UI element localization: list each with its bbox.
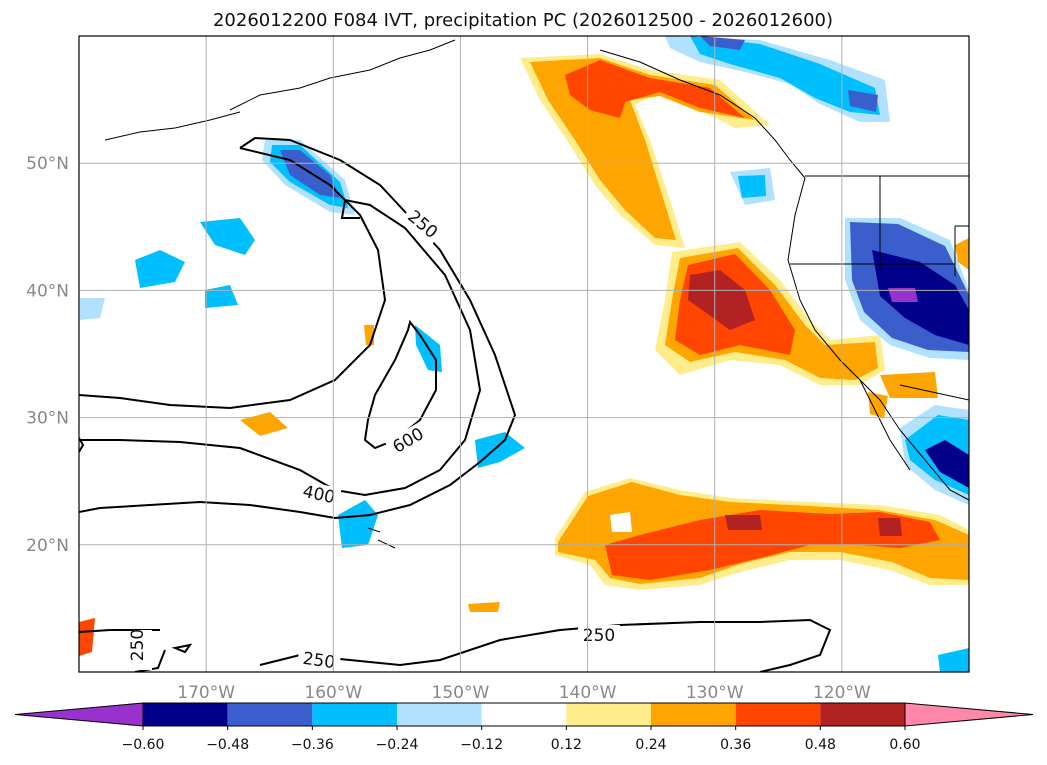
precip-region-small-11 <box>938 648 969 672</box>
ivt-contour-250-south <box>79 618 832 672</box>
contour-label-250: 250 <box>301 649 336 673</box>
precip-region-small-4 <box>80 298 105 320</box>
colorbar-tick-label: −0.60 <box>122 737 165 753</box>
lat-tick-label: 20°N <box>26 536 69 556</box>
coast-hawaii <box>367 527 396 549</box>
colorbar <box>14 702 1034 727</box>
ivt-contour-400 <box>79 147 482 497</box>
colorbar-segment <box>735 703 821 726</box>
colorbar-tick-label: 0.12 <box>551 737 582 753</box>
colorbar-extend-max <box>904 702 1034 727</box>
precip-region-cal-core <box>688 270 755 330</box>
precip-region-basin-core <box>888 288 918 302</box>
ivt-contour-250-main <box>79 136 517 520</box>
precip-region-baja <box>868 372 938 418</box>
lat-tick-label: 30°N <box>26 409 69 429</box>
precip-region-small-10 <box>79 618 95 656</box>
colorbar-tick-label: 0.36 <box>720 737 751 753</box>
lon-tick-label: 170°W <box>177 683 235 703</box>
coast-west <box>787 177 969 501</box>
precip-region-basin-dark <box>872 250 969 345</box>
precip-region-nm <box>955 238 969 270</box>
precip-region-pnw-core <box>565 60 745 118</box>
precip-region-small-2 <box>135 250 185 288</box>
colorbar-segment <box>481 703 567 726</box>
colorbar-tick-label: −0.12 <box>460 737 503 753</box>
colorbar-tick-labels: −0.60 −0.48 −0.36 −0.24 −0.12 0.12 0.24 0.36 0.4… <box>122 726 921 753</box>
colorbar-tick-label: −0.24 <box>376 737 419 753</box>
lon-tick-label: 130°W <box>686 683 744 703</box>
ivt-contours <box>79 136 832 672</box>
lon-tick-label: 120°W <box>813 683 871 703</box>
lon-tick-labels: 170°W 160°W 150°W 140°W 130°W 120°W <box>177 683 871 703</box>
coast-baja <box>859 379 911 471</box>
precip-region-mexico-core <box>925 440 969 488</box>
map-frame <box>78 35 970 673</box>
gridlines <box>79 36 969 672</box>
ivt-contour-600 <box>363 319 437 450</box>
precip-region-small-6 <box>475 432 525 468</box>
precip-region-bc-coast-inner <box>738 175 766 198</box>
lon-tick-label: 160°W <box>304 683 362 703</box>
coast-bc <box>599 49 806 179</box>
colorbar-extend-min <box>14 702 144 727</box>
colorbar-segment <box>227 703 313 726</box>
precip-region-small-1 <box>200 218 255 255</box>
precip-region-goa-inner <box>690 36 880 115</box>
colorbar-segment <box>397 703 482 726</box>
map-area: 250 250 250 250 400 600 <box>79 36 969 673</box>
lon-tick-label: 150°W <box>432 683 490 703</box>
colorbar-tick-label: −0.36 <box>291 737 334 753</box>
precip-region-goa-core <box>700 36 878 112</box>
colorbar-tick-label: 0.48 <box>805 737 836 753</box>
precip-region-small-8 <box>338 500 378 548</box>
colorbar-segment <box>566 703 651 726</box>
colorbar-tick-label: 0.24 <box>635 737 666 753</box>
coast-aleutians <box>104 111 241 141</box>
colorbar-segment <box>651 703 736 726</box>
colorbar-tick-label: 0.60 <box>889 737 920 753</box>
coast-alaska <box>229 39 456 111</box>
chart-title: 2026012200 F084 IVT, precipitation PC (2… <box>213 10 833 31</box>
lon-tick-label: 140°W <box>559 683 617 703</box>
lat-tick-label: 40°N <box>26 281 69 301</box>
colorbar-tick-label: −0.48 <box>206 737 249 753</box>
precip-region-subtropical-core <box>725 515 902 536</box>
lat-tick-labels: 50°N 40°N 30°N 20°N <box>26 154 69 556</box>
coastlines <box>104 39 969 549</box>
colorbar-segment <box>143 703 228 726</box>
colorbar-frame <box>142 702 906 727</box>
border-states <box>790 176 969 276</box>
lat-tick-label: 50°N <box>26 154 69 174</box>
colorbar-segment <box>312 703 397 726</box>
precip-region-subtropical-white <box>610 512 632 532</box>
border-mexico <box>899 384 969 401</box>
colorbar-segment <box>820 703 905 726</box>
contour-label-250: 250 <box>128 629 148 661</box>
ivt-contour-small <box>79 437 85 453</box>
precip-region-small-9 <box>468 602 500 612</box>
contour-label-250: 250 <box>583 626 615 646</box>
